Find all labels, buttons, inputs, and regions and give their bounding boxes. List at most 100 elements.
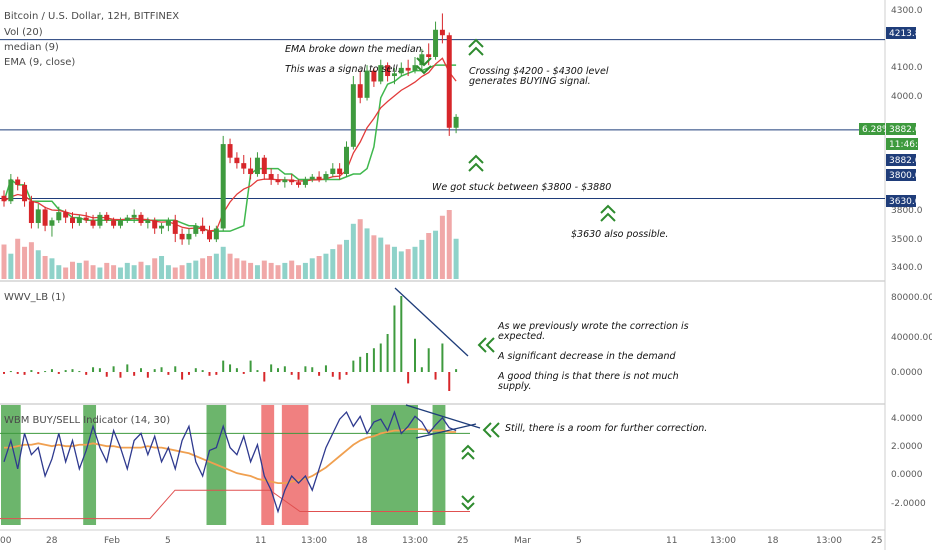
- wwv-bar: [455, 369, 458, 372]
- volume-bar: [111, 265, 117, 279]
- wwv-bar: [441, 343, 444, 372]
- volume-bar: [248, 262, 254, 279]
- wwv-bar: [407, 372, 410, 384]
- up-arrow-icon: [600, 204, 616, 222]
- volume-bar: [261, 260, 267, 279]
- wwv-bars: [3, 296, 458, 391]
- time-tick: 13:00: [402, 536, 428, 546]
- wwv-bar: [304, 366, 307, 372]
- volume-bar: [22, 246, 28, 279]
- note-3630: $3630 also possible.: [571, 229, 668, 240]
- time-tick: 13:00: [710, 536, 736, 546]
- volume-bar: [309, 258, 315, 279]
- wwv-bar: [3, 372, 5, 374]
- wwv-tick: 0.0000: [891, 368, 923, 378]
- wwv-bar: [434, 372, 437, 380]
- volume-bar: [439, 215, 445, 279]
- candle-body: [323, 174, 329, 180]
- symbol-title: Bitcoin / U.S. Dollar, 12H, BITFINEX: [4, 11, 179, 22]
- volume-bar: [63, 267, 69, 279]
- volume-bar: [398, 251, 404, 279]
- candle-body: [165, 220, 171, 226]
- volume-bar: [296, 265, 302, 279]
- tag-pct-change: 6.28%: [862, 125, 891, 135]
- volume-bar: [337, 244, 343, 279]
- wwv-bar: [9, 371, 12, 373]
- volume-bar: [159, 256, 165, 279]
- volume-bar: [330, 249, 336, 279]
- time-tick: 25: [457, 536, 468, 546]
- volume-bar: [193, 260, 199, 279]
- time-tick: 13:00: [301, 536, 327, 546]
- wbm-title: WBM BUY/SELL Indicator (14, 30): [4, 415, 170, 426]
- candle-body: [426, 54, 432, 57]
- price-tick: 4100.0: [891, 63, 923, 73]
- price-axis: 4300.0 4100.0 4000.0 3800.0 3500.0 3400.…: [891, 6, 923, 273]
- wwv-bar: [85, 372, 88, 375]
- candle-body: [104, 214, 110, 221]
- candle-body: [337, 168, 343, 175]
- wwv-bar: [263, 372, 266, 382]
- wwv-bar: [235, 368, 238, 372]
- price-tick: 3500.0: [891, 235, 923, 245]
- candle-body: [378, 65, 384, 82]
- volume-bar: [350, 223, 356, 279]
- wwv-bar: [386, 334, 389, 372]
- wwv-bar: [297, 372, 300, 380]
- candle-body: [28, 201, 34, 224]
- volume-bar: [207, 256, 212, 279]
- candle-body: [309, 176, 315, 180]
- time-tick: 00: [0, 536, 12, 546]
- volume-bar: [405, 249, 411, 279]
- tag-last-price: 3882.0: [889, 125, 921, 135]
- volume-bar: [83, 260, 89, 279]
- candle-body: [83, 217, 89, 221]
- candle-body: [124, 217, 130, 221]
- note-expected: expected.: [498, 331, 545, 342]
- candle-body: [439, 29, 445, 36]
- candle-body: [200, 225, 206, 232]
- price-tick: 4300.0: [891, 6, 923, 16]
- volume-bar: [172, 267, 178, 279]
- candle-body: [289, 179, 295, 183]
- volume-bar: [289, 260, 295, 279]
- wwv-bar: [222, 360, 225, 372]
- note-stuck: We got stuck between $3800 - $3880: [432, 182, 611, 193]
- volume-bar: [28, 242, 34, 279]
- wwv-bar: [229, 364, 232, 372]
- candle-body: [261, 157, 267, 175]
- candle-body: [152, 220, 158, 229]
- legend-vol: Vol (20): [4, 27, 43, 38]
- wwv-bar: [44, 371, 47, 373]
- candle-body: [76, 217, 82, 224]
- volume-bar: [316, 256, 322, 279]
- wwv-bar: [242, 372, 245, 374]
- wwv-bar: [146, 372, 149, 378]
- price-tick: 4000.0: [891, 92, 923, 102]
- note-ema-broke: EMA broke down the median.: [285, 44, 425, 55]
- time-tick: 28: [46, 536, 58, 546]
- wbm-signal-band: [281, 405, 309, 525]
- up-arrow-icon: [461, 444, 475, 460]
- wwv-bar: [30, 370, 33, 372]
- wwv-bar: [64, 370, 67, 372]
- candle-body: [453, 116, 459, 128]
- candle-body: [8, 179, 14, 202]
- wwv-bar: [57, 372, 60, 374]
- tag-level-4213: 4213.8: [889, 29, 921, 39]
- time-tick: 5: [165, 536, 171, 546]
- candle-body: [446, 35, 452, 128]
- wwv-bar: [126, 364, 129, 372]
- wwv-bar: [194, 368, 197, 372]
- candle-body: [227, 144, 233, 158]
- wwv-bar: [208, 372, 211, 376]
- candle-body: [254, 157, 260, 175]
- wwv-bar: [352, 360, 355, 372]
- candle-body: [234, 157, 240, 164]
- volume-bar: [42, 256, 48, 279]
- time-tick: 13:00: [816, 536, 842, 546]
- candle-body: [186, 233, 192, 240]
- legend-median: median (9): [4, 42, 59, 53]
- wwv-bar: [160, 367, 163, 372]
- wbm-tick: 0.0000: [891, 470, 923, 480]
